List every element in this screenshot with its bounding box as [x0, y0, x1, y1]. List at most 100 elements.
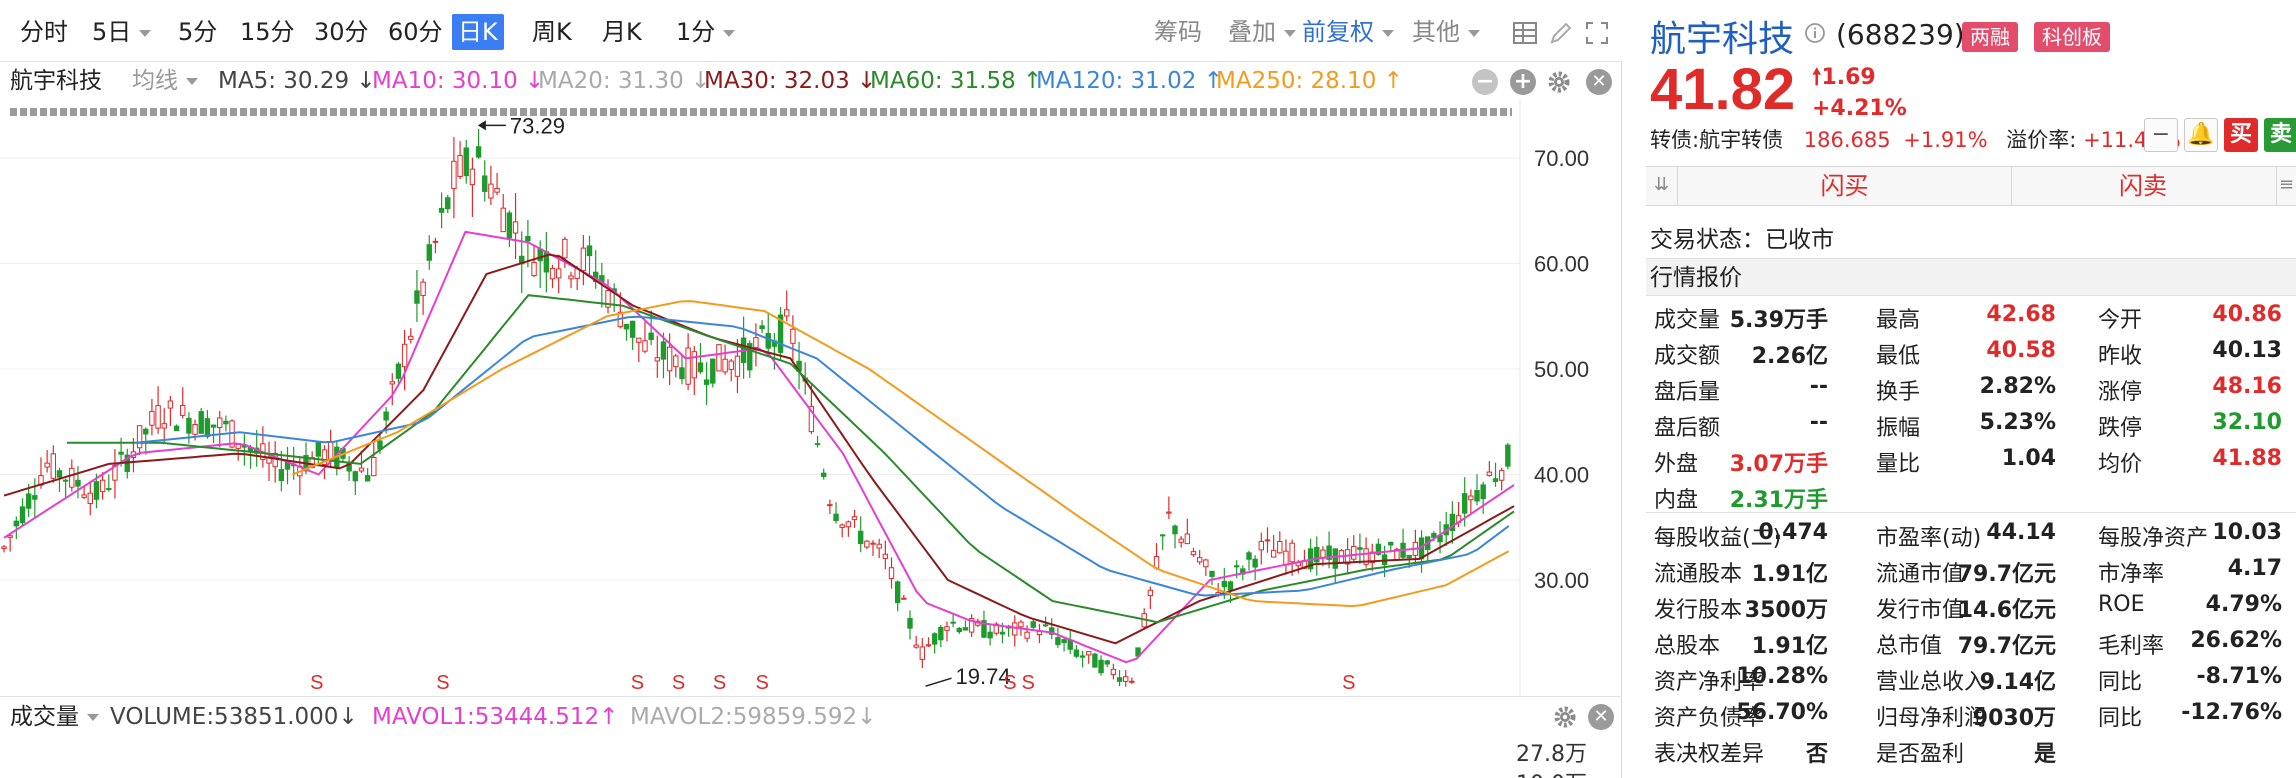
- ma-stock-name: 航宇科技: [10, 68, 102, 94]
- quote-label: ROE: [2098, 592, 2145, 617]
- candle-body: [876, 543, 882, 549]
- candle-body: [62, 479, 69, 482]
- tab-monthly-k[interactable]: 月K: [602, 18, 642, 46]
- candle-body: [414, 290, 420, 304]
- candle-body: [106, 487, 112, 490]
- minus-icon[interactable]: −: [1472, 69, 1498, 95]
- other-button[interactable]: 其他: [1412, 14, 1480, 50]
- quote-value: 40.13: [2212, 338, 2282, 363]
- ma30-line: [3, 253, 1515, 645]
- gear-icon[interactable]: [1552, 704, 1578, 730]
- candle-body: [956, 627, 963, 633]
- buy-button[interactable]: 买: [2224, 118, 2258, 152]
- candle-body: [931, 633, 938, 645]
- quote-row: 盘后额 -- 振幅 5.23% 跌停 32.10: [1646, 406, 2296, 442]
- ma30-label: MA30: 32.03 ↓: [704, 68, 877, 94]
- bell-icon[interactable]: 🔔: [2184, 118, 2218, 152]
- candle-body: [666, 346, 673, 372]
- volume-indicator-select[interactable]: 成交量: [10, 697, 99, 737]
- adjust-button[interactable]: 前复权: [1302, 14, 1394, 50]
- quote-value: 2.82%: [1979, 374, 2056, 399]
- candle-body: [69, 467, 75, 488]
- quote-label: 发行市值: [1876, 598, 1965, 623]
- candle-body: [482, 175, 488, 192]
- tab-daily-k[interactable]: 日K: [452, 14, 504, 50]
- sell-button[interactable]: 卖: [2264, 118, 2296, 152]
- tab-1min[interactable]: 1分: [670, 14, 741, 50]
- candle-body: [833, 513, 839, 521]
- quote-value: -12.76%: [2181, 700, 2282, 725]
- candle-body: [438, 207, 445, 213]
- quote-label: 同比: [2098, 670, 2143, 695]
- candle-body: [901, 597, 907, 600]
- tab-5min[interactable]: 5分: [178, 18, 218, 46]
- candle-body: [500, 207, 506, 233]
- candle-body: [1024, 631, 1030, 639]
- candle-body: [210, 424, 217, 428]
- flash-sell-button[interactable]: 闪卖: [2119, 172, 2167, 200]
- candle-body: [987, 631, 993, 639]
- candle-body: [790, 328, 796, 344]
- tab-weekly-k[interactable]: 周K: [532, 18, 572, 46]
- candle-body: [1480, 484, 1486, 500]
- chip-button[interactable]: 筹码: [1154, 18, 1202, 46]
- close-icon[interactable]: ✕: [1586, 69, 1612, 95]
- candle-body: [851, 516, 858, 521]
- overlay-button[interactable]: 叠加: [1228, 14, 1296, 50]
- tab-intraday[interactable]: 分时: [20, 18, 68, 46]
- grid-icon[interactable]: [1512, 20, 1538, 46]
- quote-label: 每股净资产: [2098, 526, 2209, 551]
- candle-body: [25, 493, 32, 509]
- chevron-down-icon: [1382, 29, 1394, 37]
- candle-body: [1357, 547, 1363, 550]
- expand-icon[interactable]: [1584, 20, 1610, 46]
- bond-label[interactable]: 转债:航宇转债: [1650, 128, 1784, 152]
- sell-signal-marker: S: [631, 672, 644, 694]
- stock-name: 航宇科技: [1650, 19, 1795, 60]
- candle-body: [821, 472, 827, 477]
- minus-button[interactable]: −: [2144, 118, 2178, 152]
- candle-body: [143, 428, 149, 435]
- candle-body: [913, 644, 919, 648]
- close-icon[interactable]: ✕: [1588, 704, 1614, 730]
- quote-value: 79.7亿元: [1957, 634, 2056, 659]
- plus-icon[interactable]: +: [1510, 69, 1536, 95]
- margin-tag: 两融: [1962, 22, 2018, 52]
- candle-body: [50, 453, 57, 479]
- candle-body: [629, 320, 636, 338]
- tab-5day[interactable]: 5日: [86, 14, 157, 50]
- candle-body: [962, 627, 969, 631]
- quote-value: 42.68: [1986, 302, 2056, 327]
- info-icon[interactable]: [1804, 22, 1826, 44]
- sell-signal-marker: S: [310, 672, 323, 694]
- ma-mode-label: 均线: [132, 68, 178, 94]
- candle-body: [950, 621, 956, 624]
- ma-mode-select[interactable]: 均线: [132, 62, 198, 100]
- tab-60min[interactable]: 60分: [388, 18, 443, 46]
- quote-label: 资产负债率: [1654, 706, 1765, 731]
- tab-30min[interactable]: 30分: [314, 18, 369, 46]
- candle-body: [1086, 651, 1092, 656]
- candle-body: [389, 381, 395, 385]
- candle-body: [1246, 552, 1252, 560]
- quote-divider: [1646, 512, 2296, 513]
- quote-label: 内盘: [1654, 488, 1699, 513]
- quote-label: 总股本: [1654, 634, 1721, 659]
- tab-15min[interactable]: 15分: [240, 18, 295, 46]
- collapse-icon[interactable]: ⇊: [1646, 167, 1678, 205]
- candle-body: [469, 168, 476, 186]
- candle-body: [938, 626, 944, 641]
- candle-body: [352, 471, 359, 482]
- gear-icon[interactable]: [1546, 69, 1572, 95]
- candle-body: [401, 343, 408, 368]
- candle-body: [1388, 541, 1394, 546]
- menu-icon[interactable]: ≡: [2276, 167, 2296, 205]
- chevron-down-icon: [186, 78, 198, 85]
- candle-body: [488, 183, 494, 199]
- candle-body: [1314, 546, 1320, 563]
- flash-buy-button[interactable]: 闪买: [1678, 167, 2012, 205]
- pen-icon[interactable]: [1548, 20, 1574, 46]
- candle-body: [75, 479, 81, 487]
